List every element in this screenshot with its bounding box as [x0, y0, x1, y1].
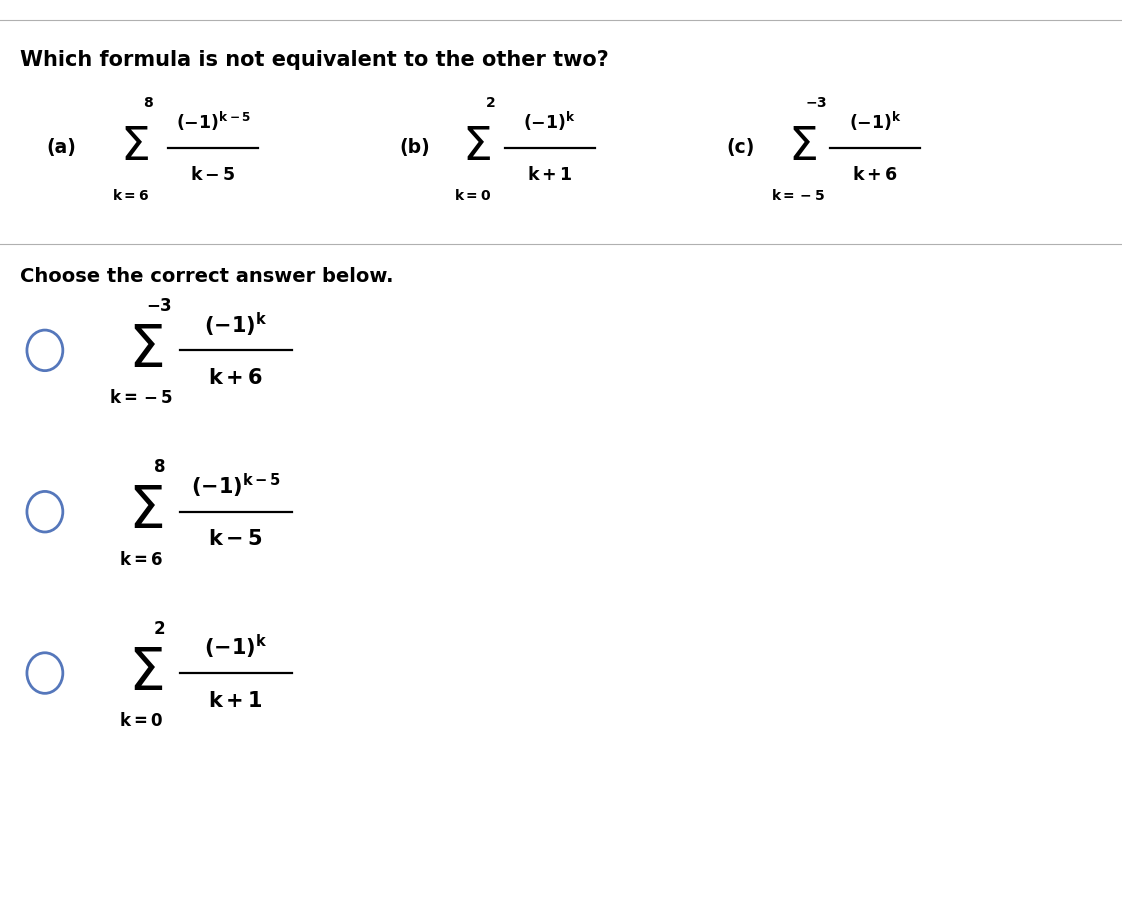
Text: $\mathbf{k=6}$: $\mathbf{k=6}$	[119, 550, 164, 569]
Text: $\Sigma$: $\Sigma$	[128, 483, 164, 540]
Text: $\mathbf{8}$: $\mathbf{8}$	[142, 96, 154, 111]
Text: $\Sigma$: $\Sigma$	[128, 322, 164, 379]
Text: $\mathbf{k=-5}$: $\mathbf{k=-5}$	[109, 389, 174, 408]
Text: Choose the correct answer below.: Choose the correct answer below.	[20, 267, 394, 286]
Text: $\mathbf{k-5}$: $\mathbf{k-5}$	[209, 529, 263, 550]
Text: $\mathbf{k=0}$: $\mathbf{k=0}$	[453, 188, 491, 203]
Text: $\mathbf{-3}$: $\mathbf{-3}$	[146, 297, 173, 315]
Text: $\mathbf{(-1)^{k-5}}$: $\mathbf{(-1)^{k-5}}$	[175, 110, 251, 134]
Text: $\mathbf{k=0}$: $\mathbf{k=0}$	[119, 712, 164, 730]
Text: $\mathbf{(-1)^{k}}$: $\mathbf{(-1)^{k}}$	[204, 311, 267, 338]
Text: $\mathbf{k+1}$: $\mathbf{k+1}$	[527, 166, 572, 184]
Text: $\mathbf{k+6}$: $\mathbf{k+6}$	[209, 368, 263, 388]
Text: Which formula is not equivalent to the other two?: Which formula is not equivalent to the o…	[20, 50, 609, 70]
Text: $\mathbf{2}$: $\mathbf{2}$	[154, 620, 165, 638]
Text: $\Sigma$: $\Sigma$	[788, 125, 817, 170]
Text: $\mathbf{8}$: $\mathbf{8}$	[153, 458, 166, 477]
Text: $\mathbf{(-1)^{k}}$: $\mathbf{(-1)^{k}}$	[204, 633, 267, 661]
Text: $\mathbf{(-1)^{k-5}}$: $\mathbf{(-1)^{k-5}}$	[191, 472, 280, 500]
Text: $\Sigma$: $\Sigma$	[462, 125, 491, 170]
Text: $\Sigma$: $\Sigma$	[128, 644, 164, 702]
Text: $\mathbf{(-1)^{k}}$: $\mathbf{(-1)^{k}}$	[848, 110, 902, 134]
Text: $\mathbf{k=6}$: $\mathbf{k=6}$	[111, 188, 149, 203]
Text: $\mathbf{k+6}$: $\mathbf{k+6}$	[852, 166, 899, 184]
Text: $\mathbf{-3}$: $\mathbf{-3}$	[804, 96, 827, 111]
Text: (c): (c)	[726, 138, 755, 157]
Text: $\Sigma$: $\Sigma$	[120, 125, 149, 170]
Text: $\mathbf{k+1}$: $\mathbf{k+1}$	[209, 691, 263, 711]
Text: $\mathbf{k-5}$: $\mathbf{k-5}$	[191, 166, 236, 184]
Text: $\mathbf{(-1)^{k}}$: $\mathbf{(-1)^{k}}$	[523, 110, 577, 134]
Text: $\mathbf{2}$: $\mathbf{2}$	[485, 96, 496, 111]
Text: $\mathbf{k=-5}$: $\mathbf{k=-5}$	[771, 188, 825, 203]
Text: (a): (a)	[47, 138, 76, 157]
Text: (b): (b)	[399, 138, 431, 157]
